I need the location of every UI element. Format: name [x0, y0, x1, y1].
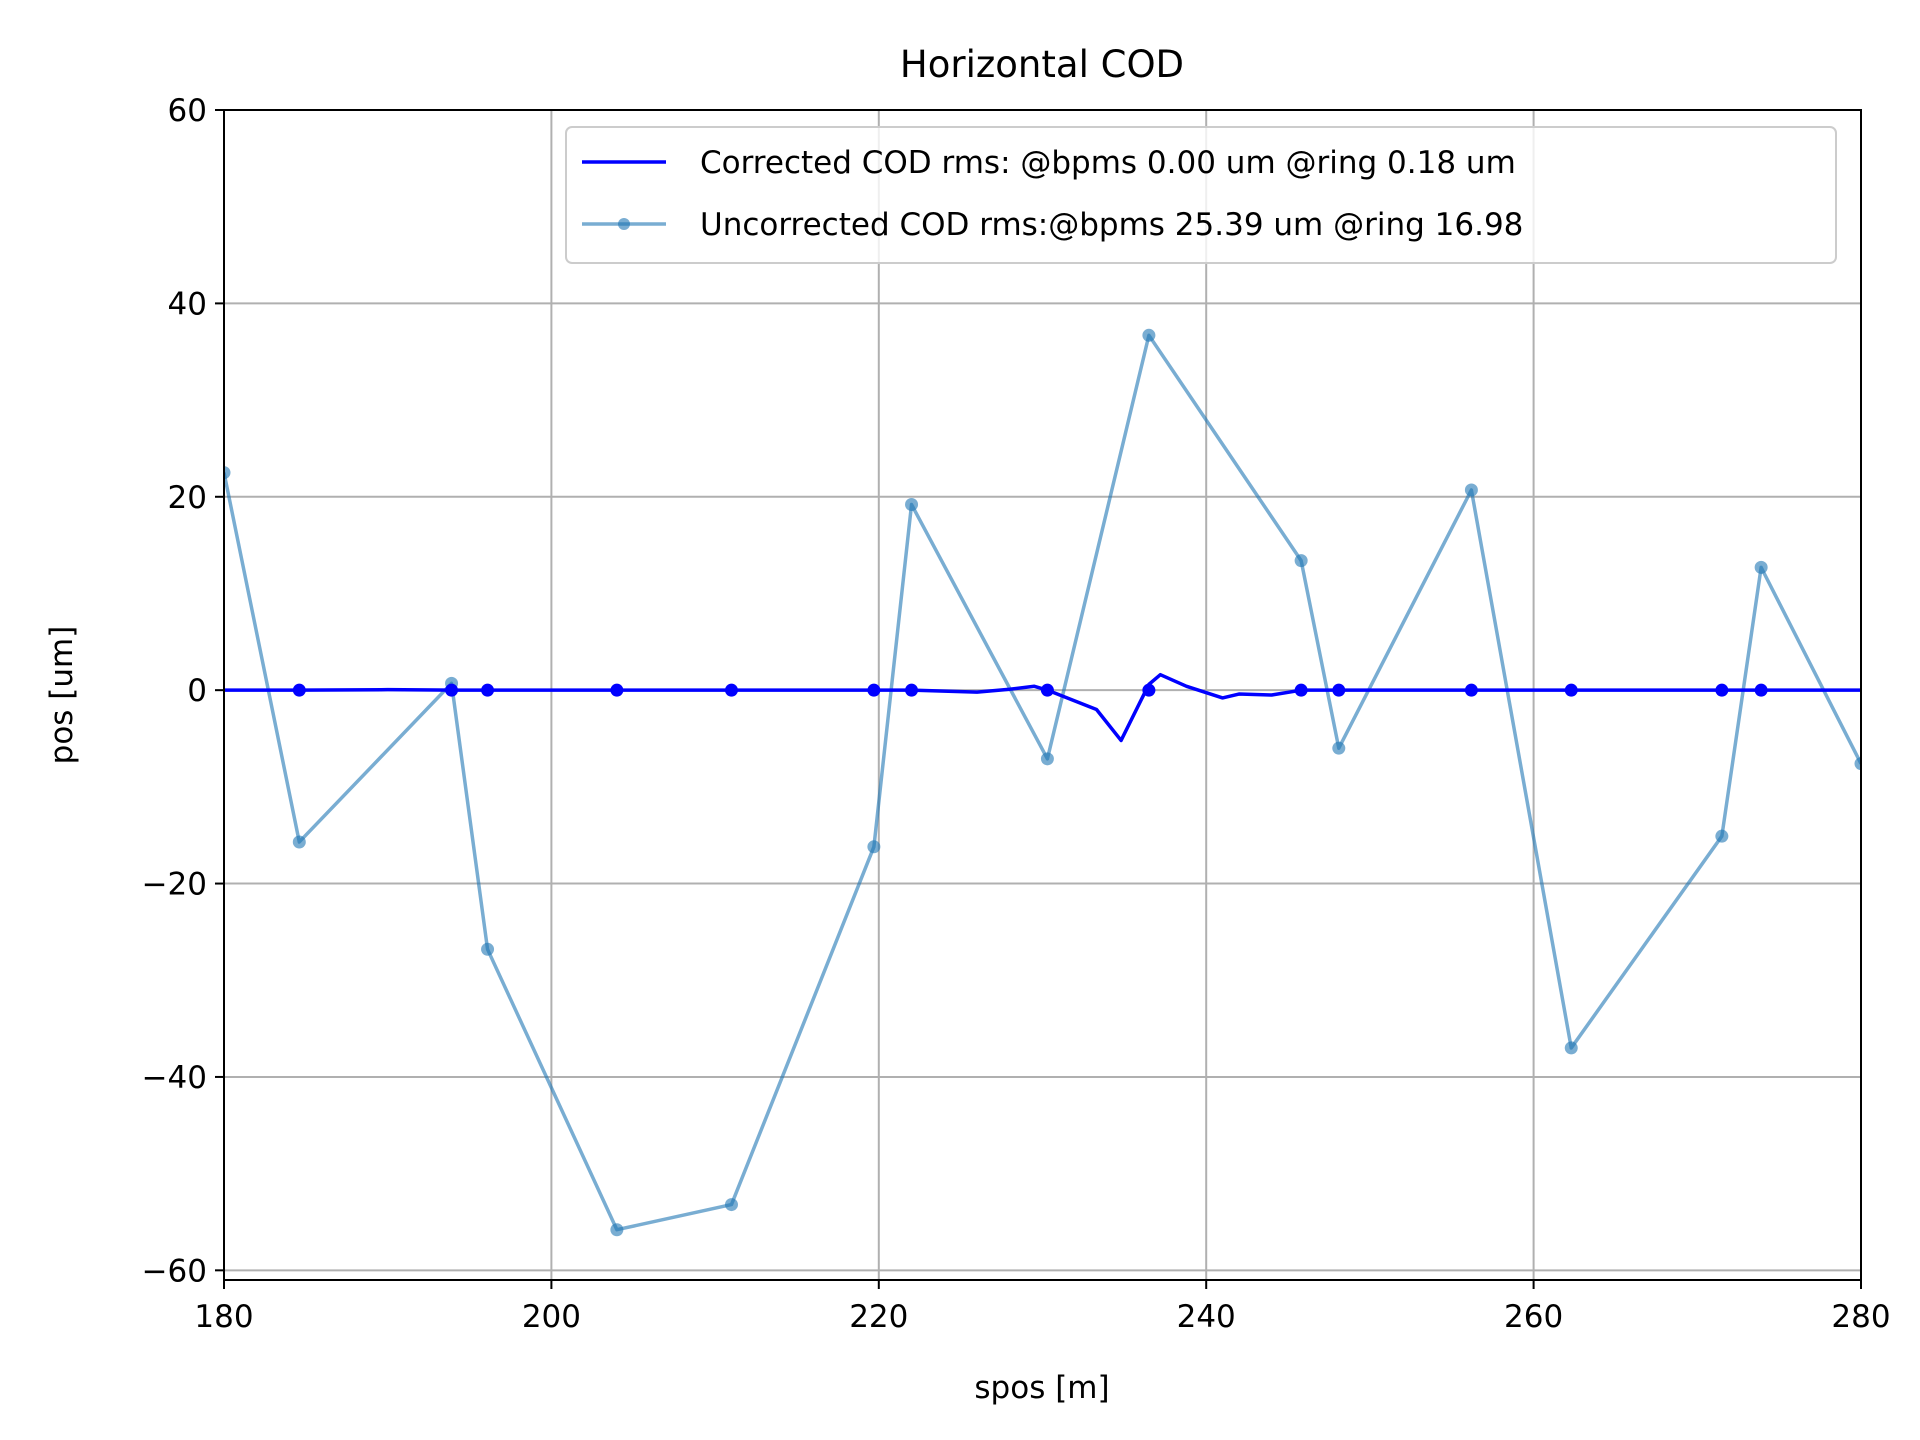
uncorrected-cod-point	[610, 1223, 624, 1237]
corrected-bpm-point	[481, 683, 495, 697]
corrected-bpm-point	[1754, 683, 1768, 697]
uncorrected-cod-point	[867, 840, 881, 854]
corrected-bpm-point	[1332, 683, 1346, 697]
uncorrected-cod-point	[1332, 741, 1346, 755]
uncorrected-cod-point	[1040, 752, 1054, 766]
x-tick-label: 220	[849, 1299, 908, 1335]
corrected-bpm-point	[1294, 683, 1308, 697]
legend-label-corrected: Corrected COD rms: @bpms 0.00 um @ring 0…	[700, 145, 1516, 181]
uncorrected-cod-point	[1854, 757, 1861, 771]
corrected-bpm-point	[905, 683, 919, 697]
x-tick-label: 240	[1177, 1299, 1236, 1335]
corrected-bpm-point	[867, 683, 881, 697]
legend: Corrected COD rms: @bpms 0.00 um @ring 0…	[565, 126, 1837, 264]
x-tick-label: 200	[522, 1299, 581, 1335]
uncorrected-cod-point	[224, 466, 231, 480]
corrected-bpm-point	[445, 683, 459, 697]
corrected-bpm-point	[1715, 683, 1729, 697]
chart-title: Horizontal COD	[900, 43, 1184, 86]
corrected-bpm-point	[1142, 683, 1156, 697]
ticks: 180 200 220 240 260 280 −60 −40 −20 0 20 40 60	[142, 93, 1891, 1335]
legend-marker-uncorrected	[618, 218, 630, 230]
corrected-bpm-point	[292, 683, 306, 697]
corrected-bpm-point	[1040, 683, 1054, 697]
x-tick-label: 180	[194, 1299, 253, 1335]
series-layer	[224, 328, 1861, 1237]
corrected-cod-line	[224, 672, 1861, 743]
y-tick-label: −60	[142, 1253, 207, 1289]
y-axis-label: pos [um]	[44, 626, 80, 765]
uncorrected-cod-point	[1294, 554, 1308, 568]
y-tick-label: 60	[168, 93, 207, 129]
y-tick-label: −20	[142, 867, 207, 903]
uncorrected-cod-point	[1715, 829, 1729, 843]
corrected-bpm-point	[1564, 683, 1578, 697]
uncorrected-cod-point	[481, 942, 495, 956]
legend-box	[565, 126, 1837, 264]
y-tick-label: 40	[168, 286, 207, 322]
corrected-bpm-point	[610, 683, 624, 697]
corrected-bpm-point	[724, 683, 738, 697]
x-tick-label: 280	[1831, 1299, 1890, 1335]
uncorrected-cod-point	[1754, 560, 1768, 574]
y-tick-label: −40	[142, 1060, 207, 1096]
uncorrected-cod-point	[905, 498, 919, 512]
legend-label-uncorrected: Uncorrected COD rms:@bpms 25.39 um @ring…	[700, 207, 1523, 243]
uncorrected-cod-point	[1464, 483, 1478, 497]
uncorrected-cod-point	[292, 835, 306, 849]
y-tick-label: 20	[168, 480, 207, 516]
plot-clip	[224, 328, 1861, 1237]
plot-frame	[223, 109, 1862, 1281]
corrected-bpm-point	[1464, 683, 1478, 697]
uncorrected-cod-point	[724, 1198, 738, 1212]
uncorrected-cod-point	[1564, 1041, 1578, 1055]
x-tick-label: 260	[1504, 1299, 1563, 1335]
y-tick-label: 0	[187, 673, 207, 709]
uncorrected-cod-point	[1142, 328, 1156, 342]
x-axis-label: spos [m]	[974, 1370, 1109, 1406]
